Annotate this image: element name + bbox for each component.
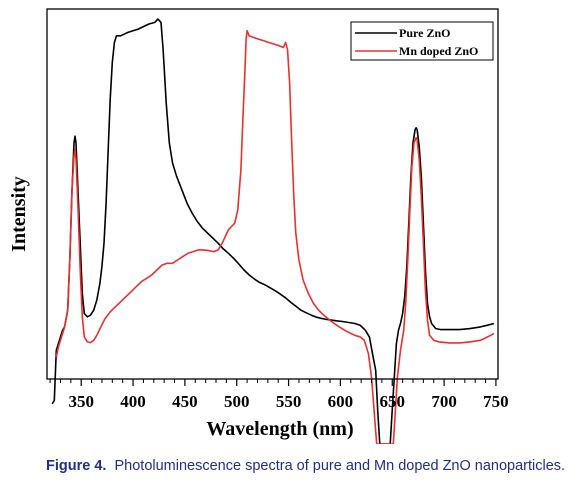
caption-label: Figure 4. [46,458,107,474]
x-axis-title: Wavelength (nm) [206,418,353,440]
x-tick-label: 650 [379,392,405,411]
x-ticks [49,379,497,386]
legend-label-mn: Mn doped ZnO [399,44,478,58]
x-tick-labels: 350 400 450 500 550 600 650 700 750 [68,392,508,411]
series-layer [51,18,495,444]
y-axis-title: Intensity [8,176,30,252]
figure-caption: Figure 4. Photoluminescence spectra of p… [46,458,586,474]
x-tick-label: 500 [224,392,250,411]
legend-label-pure: Pure ZnO [399,26,450,40]
x-tick-label: 450 [172,392,198,411]
legend-box [350,21,494,61]
x-tick-label: 550 [276,392,302,411]
caption-text: Photoluminescence spectra of pure and Mn… [114,458,566,474]
legend: Pure ZnO Mn doped ZnO [350,21,494,61]
x-tick-label: 350 [68,392,94,411]
x-tick-label: 600 [328,392,354,411]
x-tick-label: 750 [483,392,509,411]
series-line-mn-doped-zno [55,29,495,444]
x-tick-label: 700 [431,392,457,411]
plot-frame [46,8,499,380]
x-tick-label: 400 [120,392,146,411]
